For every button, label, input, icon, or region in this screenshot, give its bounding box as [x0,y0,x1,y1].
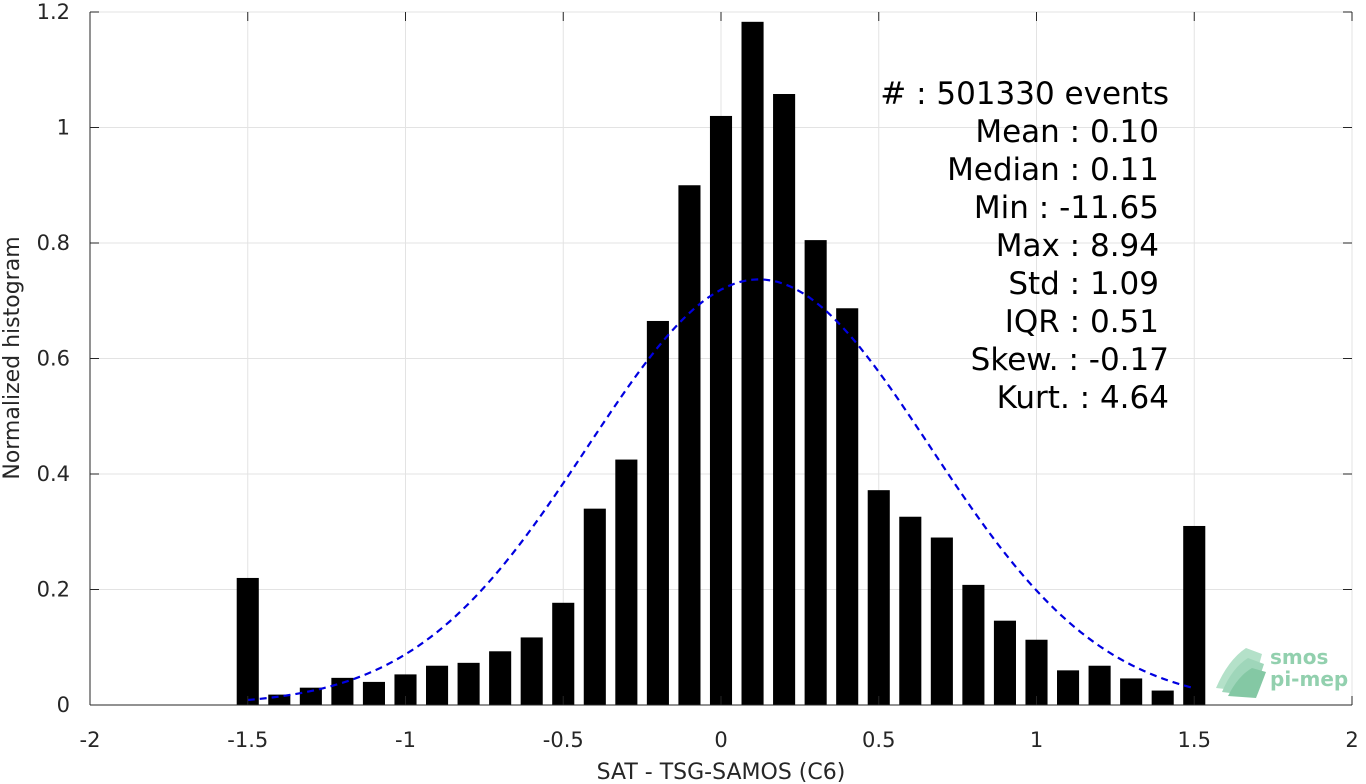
bar-29 [1151,690,1174,705]
stats-box: # : 501330 events Mean : 0.10 Median : 0… [880,76,1169,416]
x-tick-label-2: -1 [395,728,416,752]
stat-min: Min : -11.65 [974,190,1159,226]
stat-max: Max : 8.94 [996,228,1159,264]
bars [236,21,1206,706]
stat-iqr: IQR : 0.51 [1005,304,1159,340]
x-tick-labels: -2 -1.5 -1 -0.5 0 0.5 1 1.5 2 [80,728,1359,752]
bar-16 [741,21,764,705]
y-tick-label-3: 0.6 [37,347,70,371]
bar-17 [773,94,796,705]
y-tick-label-0: 0 [57,693,70,717]
bar-20 [867,490,890,705]
bar-25 [1025,639,1048,705]
bar-6 [426,665,449,705]
x-tick-label-3: -0.5 [543,728,584,752]
x-tick-label-8: 2 [1345,728,1358,752]
bar-13 [646,320,669,705]
bar-26 [1057,670,1080,705]
bar-11 [583,508,606,705]
bar-2 [299,687,322,705]
bar-5 [394,674,417,705]
y-tick-label-1: 0.2 [37,578,70,602]
x-tick-label-6: 1 [1030,728,1043,752]
bar-9 [520,637,543,705]
bar-8 [489,651,512,705]
bar-22 [930,537,953,705]
y-tick-label-4: 0.8 [37,231,70,255]
bar-18 [804,240,827,706]
bar-28 [1120,678,1143,705]
x-tick-label-1: -1.5 [227,728,268,752]
bar-12 [615,459,638,705]
stat-kurt: Kurt. : 4.64 [997,380,1169,416]
bar-4 [362,681,385,705]
stat-events: # : 501330 events [880,76,1169,112]
x-axis-label: SAT - TSG-SAMOS (C6) [597,760,846,784]
bar-21 [899,516,922,705]
stat-median: Median : 0.11 [947,152,1159,188]
logo-waves-icon [1216,648,1266,698]
logo-line2: pi-mep [1270,667,1348,691]
fit-curve [247,278,1195,702]
bar-15 [709,115,733,705]
x-tick-label-4: 0 [714,728,727,752]
axes [89,11,1353,706]
y-tick-label-5: 1 [57,116,70,140]
logo-line1: smos [1270,645,1328,669]
y-tick-labels: 0 0.2 0.4 0.6 0.8 1 1.2 [37,0,70,717]
stat-mean: Mean : 0.10 [975,114,1159,150]
x-tick-label-7: 1.5 [1178,728,1211,752]
y-tick-label-2: 0.4 [37,462,70,486]
bar-10 [552,602,575,705]
bar-30 [1183,525,1206,705]
x-tick-label-5: 0.5 [862,728,895,752]
bar-23 [962,584,985,705]
y-tick-label-6: 1.2 [37,0,70,24]
bar-19 [836,308,859,705]
smos-pi-mep-logo: smos pi-mep [1216,645,1348,698]
x-tick-label-0: -2 [80,728,101,752]
bar-27 [1088,665,1111,705]
bar-14 [678,185,701,705]
bar-24 [993,620,1016,705]
bar-7 [457,662,480,705]
stat-std: Std : 1.09 [1008,266,1159,302]
bar-0 [236,577,259,705]
y-axis-label: Normalized histogram [0,236,25,479]
bar-1 [268,694,291,705]
stat-skew: Skew. : -0.17 [971,342,1169,378]
